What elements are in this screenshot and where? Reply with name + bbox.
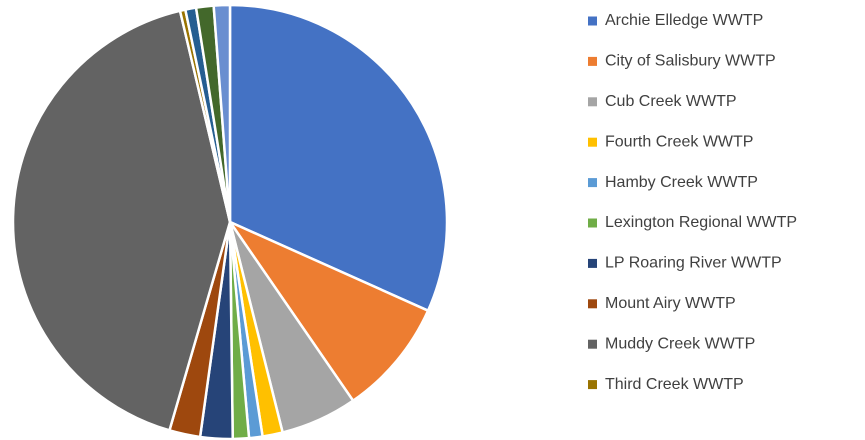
pie-slice xyxy=(228,3,449,313)
legend-label: Cub Creek WWTP xyxy=(605,93,737,110)
legend-marker xyxy=(588,178,597,188)
legend-label: Muddy Creek WWTP xyxy=(605,335,755,352)
legend-marker xyxy=(588,380,597,390)
pie-slice xyxy=(11,9,232,432)
legend-label: LP Roaring River WWTP xyxy=(605,255,782,272)
legend-marker xyxy=(588,56,597,66)
legend-label: Mount Airy WWTP xyxy=(605,295,736,312)
legend-label: Hamby Creek WWTP xyxy=(605,174,758,191)
legend-label: Archie Elledge WWTP xyxy=(605,12,763,29)
legend-label: Fourth Creek WWTP xyxy=(605,133,753,150)
legend-marker xyxy=(588,137,597,147)
legend-label: Third Creek WWTP xyxy=(605,376,744,393)
pie-slice xyxy=(212,3,232,223)
legend-marker xyxy=(588,16,597,26)
legend-marker xyxy=(588,97,597,107)
legend-marker xyxy=(588,339,597,349)
legend-marker xyxy=(588,218,597,228)
legend-label: Lexington Regional WWTP xyxy=(605,214,797,231)
legend-marker xyxy=(588,258,597,268)
legend-marker xyxy=(588,299,597,309)
pie-slice xyxy=(226,219,430,403)
legend-label: City of Salisbury WWTP xyxy=(605,53,776,70)
